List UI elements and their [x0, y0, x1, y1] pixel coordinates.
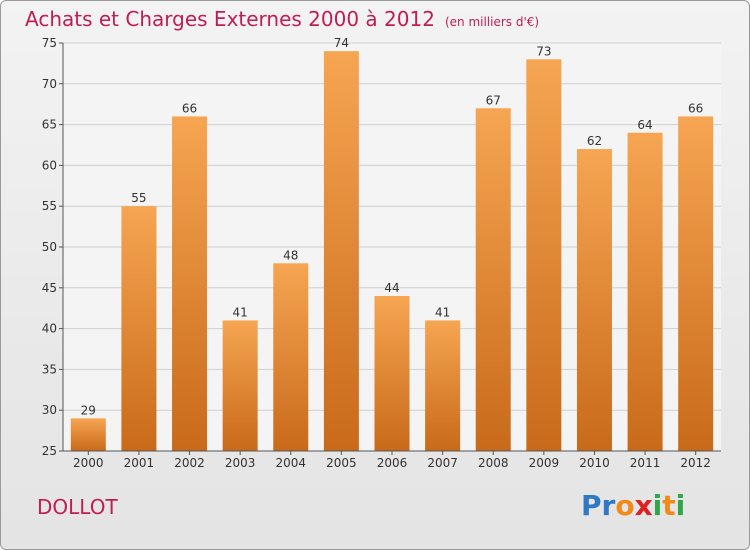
x-tick-label: 2012: [680, 456, 711, 470]
bar: [374, 295, 410, 451]
bar: [526, 59, 562, 451]
chart-subtitle: (en milliers d'€): [444, 15, 540, 29]
bar-value-label: 74: [334, 36, 349, 50]
bar: [273, 263, 309, 451]
y-tick-label: 55: [42, 199, 57, 213]
x-tick-label: 2001: [124, 456, 155, 470]
bar: [627, 132, 663, 451]
bar: [121, 206, 157, 451]
chart-title: Achats et Charges Externes 2000 à 2012 (e…: [25, 7, 539, 31]
x-tick-label: 2004: [275, 456, 306, 470]
x-tick-label: 2010: [579, 456, 610, 470]
bar-value-label: 29: [81, 403, 96, 417]
logo-letter: i: [675, 489, 686, 522]
bar: [425, 320, 461, 451]
chart-title-text: Achats et Charges Externes 2000 à 2012: [25, 7, 435, 31]
y-tick-label: 60: [42, 158, 57, 172]
bar-value-label: 66: [182, 101, 197, 115]
x-tick-label: 2000: [73, 456, 104, 470]
y-tick-label: 25: [42, 444, 57, 458]
bar-value-label: 62: [587, 134, 602, 148]
logo-letter: x: [634, 489, 653, 522]
x-tick-label: 2007: [427, 456, 458, 470]
logo-letter: r: [601, 489, 616, 522]
bar: [678, 116, 714, 451]
x-tick-label: 2002: [174, 456, 205, 470]
logo-letter: i: [652, 489, 663, 522]
x-tick-label: 2005: [326, 456, 357, 470]
bar: [576, 149, 612, 451]
logo-letter: o: [615, 489, 635, 522]
bar-value-label: 67: [486, 93, 501, 107]
bar-value-label: 48: [283, 248, 298, 262]
x-tick-label: 2009: [529, 456, 560, 470]
proxiti-logo: Proxiti: [581, 489, 685, 522]
x-tick-label: 2008: [478, 456, 509, 470]
x-tick-label: 2003: [225, 456, 256, 470]
y-tick-label: 45: [42, 281, 57, 295]
logo-letter: P: [581, 489, 602, 522]
bar-value-label: 66: [688, 101, 703, 115]
bar-value-label: 41: [233, 305, 248, 319]
bar-value-label: 64: [637, 118, 652, 132]
y-tick-label: 50: [42, 240, 57, 254]
y-tick-label: 65: [42, 118, 57, 132]
bar: [70, 418, 106, 451]
bar: [475, 108, 511, 451]
y-tick-label: 35: [42, 362, 57, 376]
bar-value-label: 55: [131, 191, 146, 205]
y-tick-label: 75: [42, 36, 57, 50]
bar-value-label: 44: [384, 281, 399, 295]
logo-letter: t: [662, 489, 676, 522]
bar: [323, 51, 359, 451]
y-tick-label: 30: [42, 403, 57, 417]
bar: [222, 320, 258, 451]
y-tick-label: 70: [42, 77, 57, 91]
commune-name: DOLLOT: [37, 495, 118, 519]
x-tick-label: 2006: [377, 456, 408, 470]
y-tick-label: 40: [42, 322, 57, 336]
x-tick-label: 2011: [630, 456, 661, 470]
bar-value-label: 41: [435, 305, 450, 319]
bar-value-label: 73: [536, 44, 551, 58]
bar: [172, 116, 208, 451]
